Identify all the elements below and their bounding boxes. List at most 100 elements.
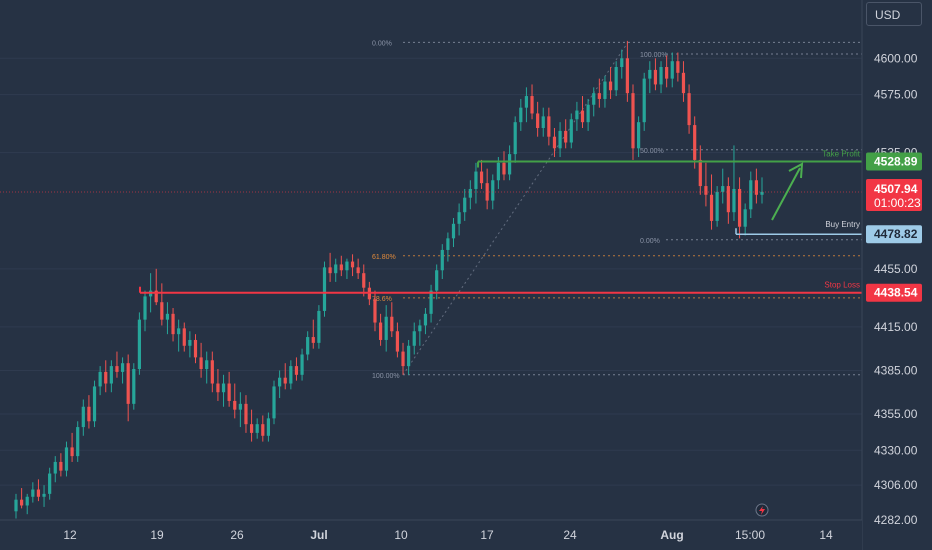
candle-body	[373, 299, 377, 323]
countdown-text: 01:00:23	[874, 196, 921, 210]
time-tick-label: 15:00	[735, 528, 765, 542]
candle-body	[659, 67, 663, 85]
lightning-icon	[755, 503, 769, 517]
candle-body	[608, 81, 613, 91]
time-tick-label: 19	[150, 528, 164, 542]
candle-body	[435, 270, 439, 291]
candle-body	[418, 325, 422, 332]
candle-body	[726, 186, 730, 213]
candle-body	[558, 130, 562, 149]
time-tick-label: Jul	[310, 528, 327, 542]
candle-body	[59, 461, 63, 471]
candle-body	[698, 159, 702, 187]
time-tick-label: 10	[394, 528, 408, 542]
candle-body	[524, 96, 529, 108]
candle-body	[749, 180, 753, 210]
candle-body	[120, 363, 125, 372]
candle-body	[603, 81, 607, 99]
candle-body	[345, 261, 349, 271]
candle-body	[160, 302, 164, 320]
candle-body	[283, 377, 287, 384]
candle-body	[395, 331, 400, 352]
candle-body	[87, 406, 91, 422]
candle-body	[188, 339, 192, 346]
candle-body	[227, 383, 231, 401]
time-tick-label: 17	[480, 528, 494, 542]
candle-body	[216, 383, 220, 393]
candle-body	[210, 360, 214, 384]
candle-body	[255, 424, 259, 433]
currency-button[interactable]: USD	[866, 2, 922, 26]
candle-body	[552, 136, 557, 149]
candle-body	[362, 273, 366, 288]
stop-loss-price-tag-text: 4438.54	[874, 286, 918, 300]
candle-body	[137, 319, 141, 370]
candle-body	[676, 61, 680, 73]
candle-body	[670, 61, 674, 79]
target-arrow-shaft	[771, 167, 801, 221]
take-profit-price-tag-text: 4528.89	[874, 155, 918, 169]
candle-body	[412, 331, 416, 346]
candle-body	[48, 473, 52, 494]
candle-body	[721, 186, 725, 192]
candle-body	[289, 366, 293, 384]
stop-loss-label: Stop Loss	[824, 281, 860, 290]
candle-body	[760, 191, 764, 195]
candle-body	[165, 313, 170, 320]
price-tick-label: 4385.00	[874, 363, 918, 377]
candle-body	[115, 366, 119, 372]
candle-body	[76, 427, 80, 457]
candle-body	[14, 499, 18, 512]
candle-body	[463, 197, 467, 213]
candle-body	[592, 93, 596, 105]
fib-level-label: 0.00%	[372, 40, 392, 47]
price-tick-label: 4355.00	[874, 407, 918, 421]
candle-body	[244, 403, 248, 425]
candle-body	[171, 313, 175, 335]
candle-body	[631, 93, 635, 149]
candle-body	[541, 116, 545, 128]
candle-body	[334, 264, 338, 274]
candle-body	[580, 110, 585, 123]
price-tick-label: 4600.00	[874, 51, 918, 65]
candle-body	[238, 403, 242, 410]
candle-body	[306, 337, 310, 355]
candle-body	[709, 194, 714, 221]
price-tick-label: 4282.00	[874, 513, 918, 527]
time-tick-label: 14	[819, 528, 833, 542]
candle-body	[597, 93, 601, 99]
candle-body	[249, 424, 254, 433]
fib-level-label: 100.00%	[372, 373, 400, 380]
candle-body	[732, 188, 736, 213]
candle-body	[143, 296, 147, 320]
candle-body	[625, 58, 629, 94]
candle-body	[104, 371, 108, 384]
candle-body	[519, 107, 523, 123]
candle-body	[665, 67, 669, 79]
candle-body	[429, 290, 433, 314]
fib-level-label: 0.00%	[640, 238, 660, 245]
candle-body	[530, 96, 534, 114]
current-price-text: 4507.94	[874, 182, 918, 196]
candle-body	[182, 328, 186, 346]
candle-body	[704, 186, 708, 195]
candle-body	[126, 363, 130, 404]
time-tick-label: 12	[63, 528, 77, 542]
candle-body	[132, 369, 136, 404]
candle-body	[356, 267, 360, 274]
candle-body	[496, 162, 500, 181]
candle-body	[485, 183, 489, 201]
candle-body	[294, 366, 299, 375]
candle-body	[502, 162, 506, 175]
buy-entry-label: Buy Entry	[825, 220, 860, 229]
candle-body	[575, 110, 579, 120]
price-tick-label: 4306.00	[874, 478, 918, 492]
candle-body	[311, 337, 315, 343]
candle-body	[322, 267, 327, 311]
candle-body	[272, 386, 276, 419]
candle-body	[53, 461, 57, 474]
candle-body	[36, 489, 41, 497]
candle-body	[536, 113, 540, 128]
candle-body	[339, 264, 343, 271]
